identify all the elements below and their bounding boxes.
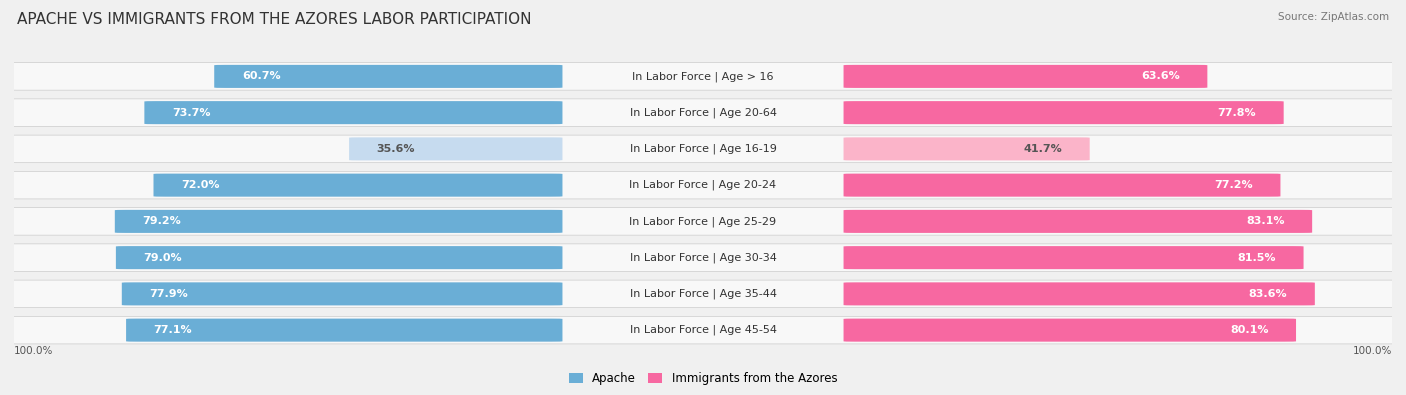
FancyBboxPatch shape [122,282,562,305]
FancyBboxPatch shape [3,280,1403,308]
Text: In Labor Force | Age 45-54: In Labor Force | Age 45-54 [630,325,776,335]
Text: 77.9%: 77.9% [149,289,188,299]
Text: APACHE VS IMMIGRANTS FROM THE AZORES LABOR PARTICIPATION: APACHE VS IMMIGRANTS FROM THE AZORES LAB… [17,12,531,27]
Text: 100.0%: 100.0% [14,346,53,356]
FancyBboxPatch shape [844,137,1090,160]
Text: In Labor Force | Age 16-19: In Labor Force | Age 16-19 [630,144,776,154]
Text: In Labor Force | Age 20-64: In Labor Force | Age 20-64 [630,107,776,118]
Text: 73.7%: 73.7% [172,108,211,118]
Text: 35.6%: 35.6% [377,144,415,154]
Text: In Labor Force | Age 30-34: In Labor Force | Age 30-34 [630,252,776,263]
FancyBboxPatch shape [214,65,562,88]
Text: In Labor Force | Age > 16: In Labor Force | Age > 16 [633,71,773,82]
Legend: Apache, Immigrants from the Azores: Apache, Immigrants from the Azores [564,367,842,389]
Text: 77.1%: 77.1% [153,325,193,335]
Text: 72.0%: 72.0% [181,180,219,190]
Text: 83.6%: 83.6% [1249,289,1288,299]
FancyBboxPatch shape [3,171,1403,199]
FancyBboxPatch shape [3,99,1403,126]
FancyBboxPatch shape [844,319,1296,342]
Text: 63.6%: 63.6% [1142,71,1180,81]
FancyBboxPatch shape [844,246,1303,269]
FancyBboxPatch shape [349,137,562,160]
FancyBboxPatch shape [3,135,1403,163]
Text: 81.5%: 81.5% [1237,253,1277,263]
FancyBboxPatch shape [3,316,1403,344]
FancyBboxPatch shape [844,174,1281,197]
FancyBboxPatch shape [127,319,562,342]
FancyBboxPatch shape [844,65,1208,88]
Text: 100.0%: 100.0% [1353,346,1392,356]
Text: In Labor Force | Age 25-29: In Labor Force | Age 25-29 [630,216,776,227]
Text: 41.7%: 41.7% [1024,144,1062,154]
FancyBboxPatch shape [3,63,1403,90]
Text: 77.8%: 77.8% [1218,108,1256,118]
FancyBboxPatch shape [3,208,1403,235]
Text: 80.1%: 80.1% [1230,325,1268,335]
FancyBboxPatch shape [115,210,562,233]
FancyBboxPatch shape [844,101,1284,124]
Text: 77.2%: 77.2% [1215,180,1253,190]
FancyBboxPatch shape [844,210,1312,233]
FancyBboxPatch shape [153,174,562,197]
FancyBboxPatch shape [3,244,1403,271]
FancyBboxPatch shape [115,246,562,269]
Text: In Labor Force | Age 20-24: In Labor Force | Age 20-24 [630,180,776,190]
Text: 79.2%: 79.2% [142,216,181,226]
Text: Source: ZipAtlas.com: Source: ZipAtlas.com [1278,12,1389,22]
Text: 60.7%: 60.7% [242,71,280,81]
FancyBboxPatch shape [145,101,562,124]
Text: 83.1%: 83.1% [1246,216,1285,226]
Text: In Labor Force | Age 35-44: In Labor Force | Age 35-44 [630,289,776,299]
Text: 79.0%: 79.0% [143,253,181,263]
FancyBboxPatch shape [844,282,1315,305]
